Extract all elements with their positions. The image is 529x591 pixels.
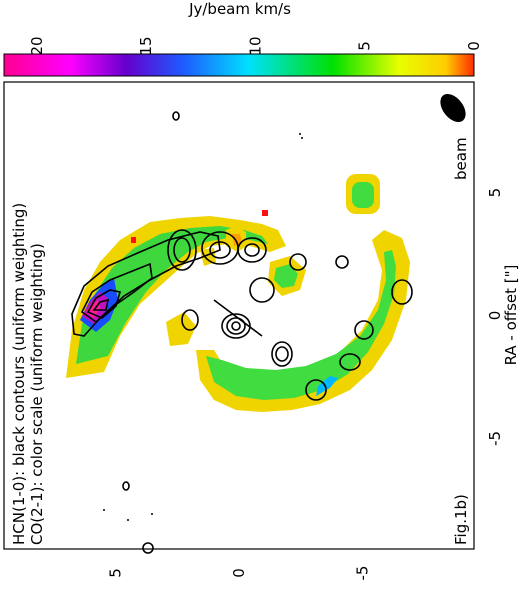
colorbar-tick-label: 15: [137, 36, 155, 55]
hcn-contours: [71, 111, 413, 554]
colorbar-label: Jy/beam km/s: [188, 0, 291, 18]
x-axis-label: RA - offset ["]: [502, 265, 520, 366]
hcn-contour: [289, 253, 307, 271]
hcn-contour: [271, 341, 293, 367]
hcn-contour: [142, 542, 154, 554]
co-upper-arm: [66, 216, 286, 378]
noise-dot: [299, 133, 301, 135]
axis-ticks: 5 0 -5 5 0 -5: [106, 188, 504, 581]
hcn-contour: [231, 321, 241, 331]
hcn-contour: [92, 298, 110, 311]
co-red-pixel-2: [262, 210, 268, 216]
plot-area: beam HCN(1-0): black contours (uniform w…: [3, 81, 475, 554]
hcn-contour: [244, 243, 260, 257]
hcn-contour: [209, 241, 231, 259]
hcn-contour: [354, 320, 374, 340]
annotation-line-2: CO(2-1): color scale (uniform weighting): [28, 243, 46, 545]
colorbar-ticks: 0 5 10 15 20: [28, 36, 483, 55]
colorbar-tick-label: 10: [246, 36, 264, 55]
colorbar: Jy/beam km/s 0 5 10 15 20: [3, 0, 483, 77]
colorbar-tick-label: 0: [465, 41, 483, 51]
co-patch-north-core: [352, 182, 374, 208]
colorbar-tick-label: 20: [28, 36, 46, 55]
colorbar-strip: [3, 53, 475, 77]
noise-dots: [103, 133, 303, 521]
colorbar-tick-label: 5: [356, 41, 374, 51]
hcn-contour: [339, 353, 361, 371]
co-lower-arm-peak: [316, 376, 338, 396]
co-upper-arm-core: [76, 226, 268, 364]
hcn-contour: [86, 289, 122, 319]
hcn-contour: [305, 379, 327, 401]
co-patch-mid-core: [274, 264, 298, 288]
co-lower-arm-core: [206, 250, 396, 400]
y-tick-label: 0: [230, 568, 248, 578]
hcn-contour: [181, 309, 199, 331]
hcn-axis-line: [213, 299, 263, 337]
co-nucleus-core: [232, 234, 242, 246]
hcn-contour: [391, 279, 413, 305]
noise-dot: [301, 137, 303, 139]
noise-dot: [127, 519, 129, 521]
x-tick-label: 5: [486, 188, 504, 198]
hcn-contour: [226, 317, 246, 335]
plot-frame: [3, 81, 475, 550]
co-red-pixel-1: [131, 237, 136, 243]
x-tick-label: 0: [486, 311, 504, 321]
x-tick-label: -5: [486, 431, 504, 446]
hcn-contour: [335, 255, 349, 269]
co-emission-map: [66, 174, 410, 412]
co-lower-arm: [196, 230, 410, 412]
noise-dot: [151, 513, 153, 515]
hcn-contour: [167, 229, 197, 271]
co-patch-left: [166, 312, 196, 346]
hcn-contour: [249, 277, 275, 303]
hcn-contour: [122, 481, 130, 491]
hcn-contour: [172, 111, 180, 121]
y-tick-label: 5: [106, 568, 124, 578]
hcn-contour: [173, 237, 191, 263]
beam-ellipse: [440, 93, 466, 123]
figure-label: Fig.1b): [452, 494, 470, 545]
hcn-contour: [71, 231, 221, 337]
hcn-contour: [80, 262, 153, 324]
hcn-contour: [237, 237, 267, 263]
hcn-contour: [275, 346, 289, 362]
noise-dot: [103, 509, 105, 511]
annotation-line-1: HCN(1-0): black contours (uniform weight…: [10, 203, 28, 545]
y-tick-label: -5: [354, 566, 372, 581]
beam-label: beam: [452, 137, 470, 180]
